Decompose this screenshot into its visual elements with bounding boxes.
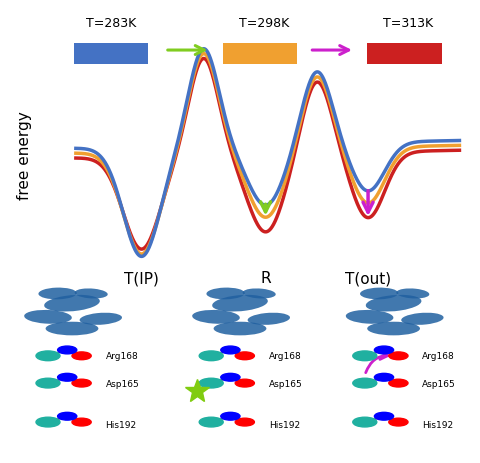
Ellipse shape (401, 313, 444, 325)
Ellipse shape (80, 313, 122, 325)
Ellipse shape (243, 289, 276, 299)
Circle shape (36, 351, 60, 361)
Circle shape (389, 418, 408, 426)
Circle shape (353, 351, 377, 361)
Circle shape (72, 379, 91, 387)
Ellipse shape (366, 295, 421, 312)
Ellipse shape (367, 322, 420, 336)
Circle shape (58, 413, 77, 420)
Circle shape (199, 351, 223, 361)
Bar (223, 44, 297, 65)
Circle shape (374, 346, 394, 354)
Text: T=283K: T=283K (86, 17, 136, 30)
Text: T(out): T(out) (345, 271, 391, 286)
Ellipse shape (396, 289, 429, 299)
Circle shape (389, 379, 408, 387)
Circle shape (235, 352, 254, 360)
Text: T=298K: T=298K (239, 17, 289, 30)
Ellipse shape (212, 295, 268, 312)
Text: His192: His192 (106, 419, 137, 429)
Text: His192: His192 (422, 419, 454, 429)
Text: free energy: free energy (17, 111, 32, 200)
Ellipse shape (206, 288, 245, 300)
Circle shape (374, 413, 394, 420)
Text: Arg168: Arg168 (269, 351, 301, 361)
Circle shape (72, 418, 91, 426)
Bar (367, 44, 442, 65)
Circle shape (235, 379, 254, 387)
Text: T(IP): T(IP) (124, 271, 159, 286)
Ellipse shape (192, 310, 240, 324)
Circle shape (199, 417, 223, 427)
Ellipse shape (24, 310, 72, 324)
Circle shape (72, 352, 91, 360)
Text: Arg168: Arg168 (422, 351, 455, 361)
Circle shape (353, 378, 377, 388)
Ellipse shape (44, 295, 100, 312)
Circle shape (389, 352, 408, 360)
Text: T=313K: T=313K (384, 17, 433, 30)
Text: R: R (260, 271, 271, 286)
Text: Asp165: Asp165 (106, 379, 139, 388)
Ellipse shape (360, 288, 398, 300)
Circle shape (221, 413, 240, 420)
Circle shape (36, 417, 60, 427)
Text: Asp165: Asp165 (422, 379, 456, 388)
Circle shape (374, 374, 394, 382)
Text: Asp165: Asp165 (269, 379, 302, 388)
Circle shape (353, 417, 377, 427)
Circle shape (36, 378, 60, 388)
Ellipse shape (214, 322, 266, 336)
Ellipse shape (75, 289, 108, 299)
Circle shape (199, 378, 223, 388)
Circle shape (58, 374, 77, 382)
Circle shape (221, 346, 240, 354)
Circle shape (235, 418, 254, 426)
Ellipse shape (38, 288, 77, 300)
Circle shape (221, 374, 240, 382)
Text: His192: His192 (269, 419, 300, 429)
Ellipse shape (346, 310, 394, 324)
Circle shape (58, 346, 77, 354)
Bar (74, 44, 148, 65)
Ellipse shape (248, 313, 290, 325)
Text: Arg168: Arg168 (106, 351, 138, 361)
Ellipse shape (46, 322, 98, 336)
